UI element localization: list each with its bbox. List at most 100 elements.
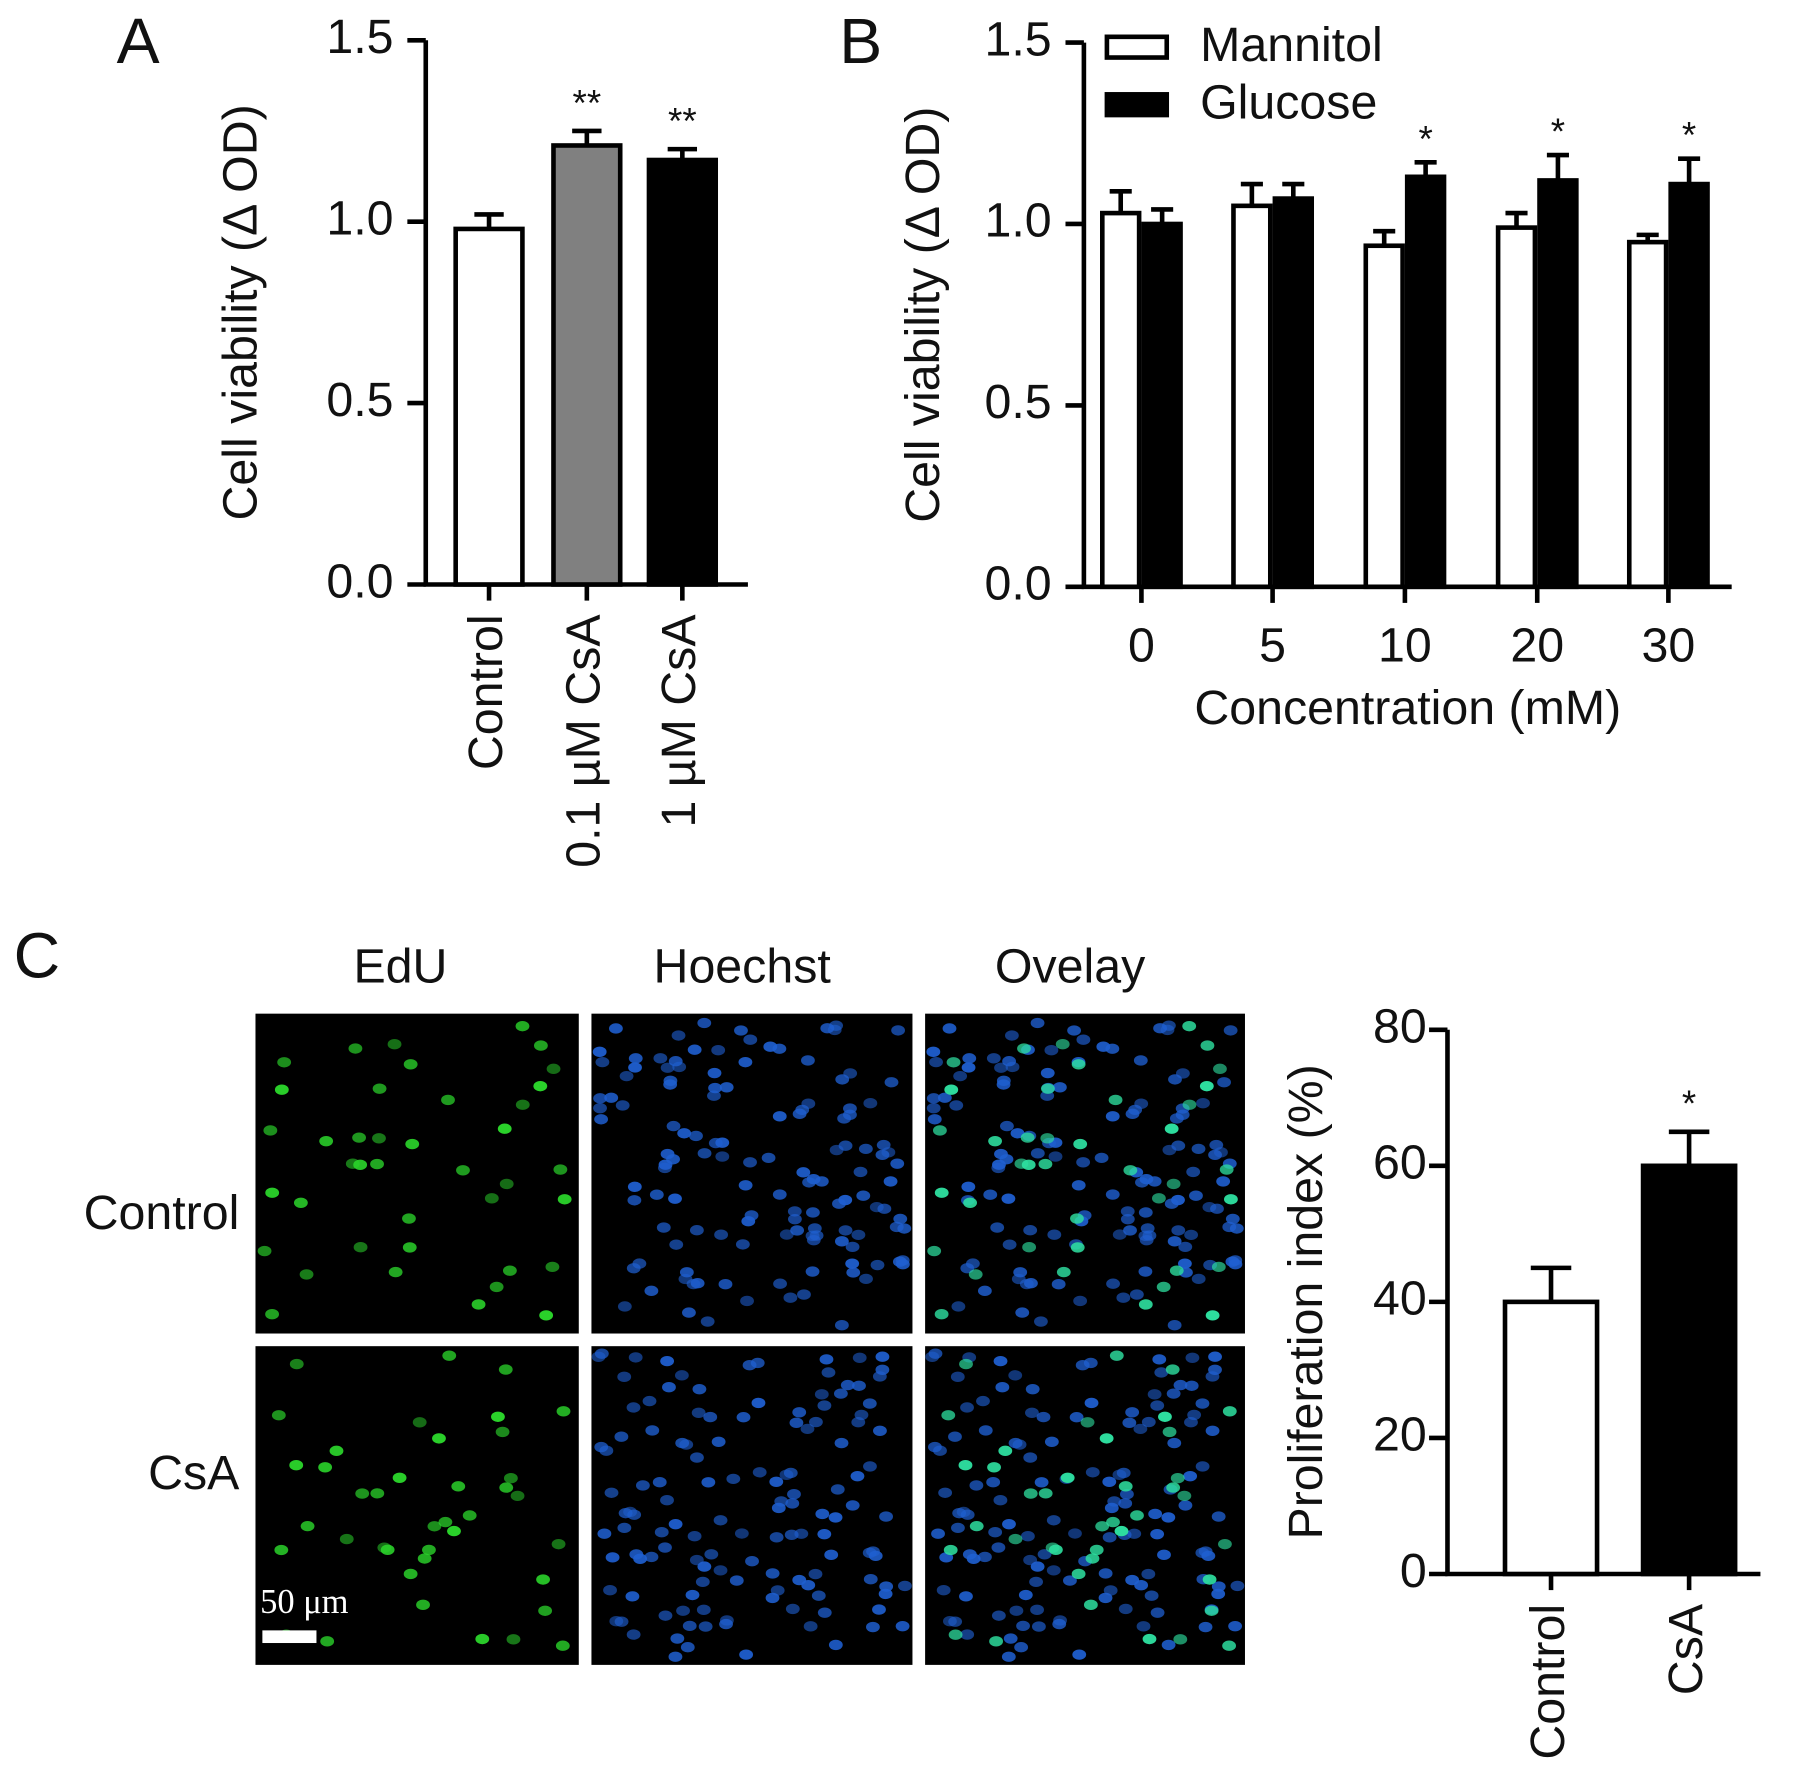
nucleus: [870, 1259, 885, 1271]
nucleus: [1070, 1242, 1085, 1253]
nucleus: [658, 1542, 672, 1553]
nucleus: [1084, 1397, 1099, 1409]
nucleus: [348, 1043, 363, 1054]
nucleus: [773, 1278, 787, 1289]
nucleus: [927, 1245, 942, 1257]
nucleus: [829, 1144, 844, 1156]
nucleus: [1118, 1498, 1133, 1509]
x-tick-label: 30: [1642, 619, 1696, 673]
nucleus: [1003, 1633, 1018, 1644]
nucleus: [1020, 1132, 1035, 1143]
nucleus: [417, 1553, 432, 1564]
nucleus: [1094, 1152, 1109, 1164]
nucleus: [1022, 1242, 1037, 1253]
x-tick-label: 10: [1378, 619, 1432, 673]
nucleus: [938, 1487, 953, 1498]
nucleus: [628, 1352, 643, 1363]
nucleus: [320, 1636, 335, 1647]
nucleus: [1171, 1225, 1186, 1236]
nucleus: [866, 1621, 880, 1633]
nucleus: [1008, 1370, 1023, 1381]
nucleus: [1040, 1067, 1055, 1079]
nucleus: [989, 1636, 1003, 1647]
nucleus: [614, 1616, 629, 1627]
nucleus: [926, 1046, 941, 1058]
nucleus: [388, 1266, 403, 1278]
nucleus: [744, 1210, 759, 1221]
y-tick-label: 0.0: [326, 554, 393, 608]
nucleus: [707, 1090, 721, 1101]
nucleus: [996, 1075, 1011, 1086]
nucleus: [815, 1508, 830, 1520]
nucleus: [1177, 1258, 1192, 1269]
nucleus: [380, 1544, 395, 1555]
nucleus: [1171, 1194, 1185, 1206]
nucleus: [700, 1316, 715, 1327]
nucleus: [1133, 1055, 1148, 1066]
nucleus: [1051, 1279, 1066, 1290]
nucleus: [1048, 1544, 1063, 1555]
nucleus: [1004, 1030, 1019, 1041]
nucleus: [668, 1651, 683, 1662]
nucleus: [807, 1223, 822, 1234]
nucleus: [515, 1099, 530, 1110]
nucleus: [941, 1410, 956, 1421]
nucleus: [851, 1229, 866, 1241]
nucleus: [929, 1056, 943, 1068]
nucleus: [691, 1407, 706, 1418]
nucleus: [998, 1445, 1013, 1457]
nucleus: [289, 1460, 304, 1471]
nucleus: [491, 1411, 505, 1422]
nucleus: [403, 1059, 418, 1070]
nucleus: [1047, 1229, 1062, 1240]
nucleus: [1029, 1576, 1043, 1588]
nucleus: [1167, 1236, 1182, 1247]
nucleus: [837, 1113, 852, 1124]
nucleus: [1151, 1193, 1166, 1204]
nucleus: [1044, 1045, 1059, 1056]
nucleus: [1167, 1437, 1182, 1449]
error-bar: [1678, 156, 1701, 185]
nucleus: [679, 1439, 694, 1450]
nucleus: [866, 1546, 880, 1557]
y-tick-label: 20: [1373, 1408, 1427, 1462]
nucleus: [726, 1473, 741, 1485]
nucleus: [1002, 1518, 1016, 1530]
y-tick-label: 0.5: [326, 373, 393, 427]
nucleus: [654, 1527, 669, 1538]
nucleus: [991, 1162, 1006, 1174]
nucleus: [806, 1207, 820, 1218]
nucleus: [800, 1423, 815, 1435]
nucleus: [1177, 1490, 1192, 1502]
nucleus: [843, 1103, 857, 1114]
nucleus: [416, 1599, 430, 1611]
nucleus: [1083, 1599, 1098, 1611]
nucleus: [656, 1222, 671, 1233]
nucleus: [750, 1357, 765, 1369]
nucleus: [834, 1437, 849, 1449]
nucleus: [873, 1425, 887, 1436]
nucleus: [1173, 1379, 1188, 1391]
bar: [1495, 225, 1538, 590]
nucleus: [892, 1256, 907, 1267]
nucleus: [499, 1482, 514, 1493]
nucleus: [427, 1521, 442, 1532]
nucleus: [858, 1143, 873, 1155]
nucleus: [711, 1045, 726, 1056]
bar: [1537, 178, 1579, 590]
nucleus: [1073, 1138, 1088, 1150]
nucleus: [442, 1350, 457, 1361]
nucleus: [993, 1495, 1008, 1506]
nucleus: [678, 1273, 693, 1285]
nucleus: [719, 1618, 733, 1630]
nucleus: [852, 1352, 867, 1363]
nucleus: [1116, 1292, 1131, 1303]
nucleus: [471, 1299, 486, 1310]
nucleus: [1071, 1568, 1086, 1580]
y-tick-label: 40: [1373, 1272, 1427, 1326]
nucleus: [1202, 1574, 1217, 1585]
nucleus: [1034, 1316, 1048, 1327]
y-tick-label: 0: [1400, 1544, 1427, 1598]
nucleus: [355, 1488, 370, 1499]
nucleus: [627, 1195, 642, 1206]
